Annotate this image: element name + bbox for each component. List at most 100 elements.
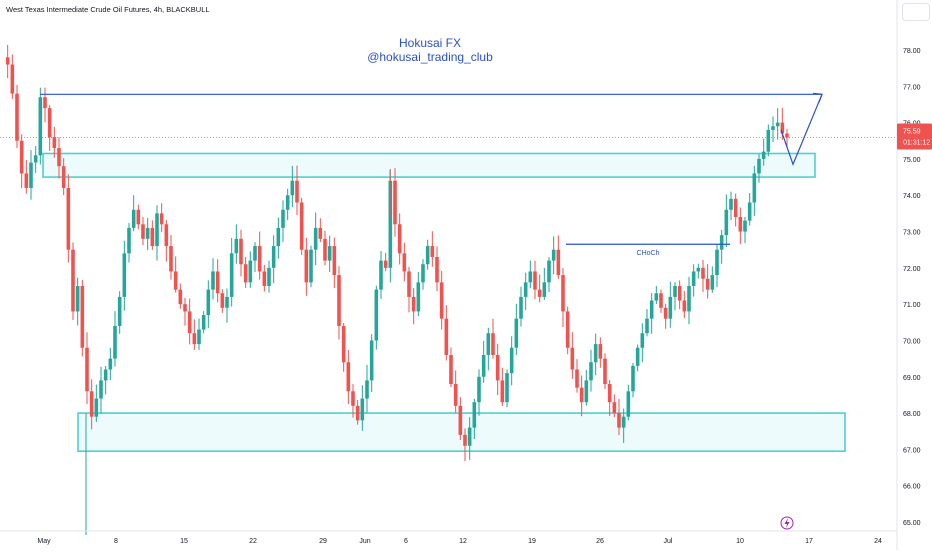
candle-body	[61, 166, 66, 188]
time-axis[interactable]: May 8 15 22 29 Jun 6 12 19 26 Jul 10 17 24	[0, 530, 897, 545]
candle-body	[374, 289, 379, 341]
price-tick-label: 67.00	[903, 447, 921, 454]
candle-body	[738, 217, 743, 232]
candle-body	[785, 133, 789, 138]
watermark-line1: Hokusai FX	[398, 36, 462, 50]
candle-body	[519, 296, 523, 319]
candle-body	[743, 220, 747, 232]
candle-body	[603, 358, 607, 385]
candle-body	[173, 271, 178, 290]
candle-body	[19, 140, 24, 174]
candle-body	[318, 227, 323, 239]
candle-body	[752, 173, 757, 203]
candle-body	[435, 256, 439, 283]
candle-body	[290, 180, 295, 196]
candle-body	[509, 347, 514, 374]
time-tick-label: 17	[805, 538, 813, 545]
candle-body	[229, 253, 234, 297]
candle-body	[183, 304, 187, 312]
candle-body	[761, 151, 766, 159]
candle-body	[24, 173, 29, 188]
chart-settings-box[interactable]	[902, 3, 930, 21]
candle-body	[724, 209, 729, 236]
candle-body	[425, 246, 430, 265]
candle-body	[780, 122, 785, 134]
candle-body	[430, 246, 435, 257]
candle-body	[612, 402, 617, 414]
candle-body	[593, 344, 598, 363]
candle-body	[239, 238, 243, 265]
time-tick-label: 29	[319, 538, 327, 545]
candle-body	[355, 405, 360, 421]
candle-body	[486, 333, 491, 355]
candle-body	[691, 271, 696, 286]
current-price-label: 75.59 01:31:12	[897, 123, 932, 150]
candle-body	[141, 224, 145, 239]
candle-body	[621, 416, 626, 428]
candle-body	[715, 249, 719, 276]
price-label-box	[897, 123, 932, 150]
candle-body	[271, 246, 276, 268]
candle-body	[747, 202, 752, 221]
candle-body	[99, 380, 103, 399]
candle-body	[75, 286, 80, 312]
candles	[5, 44, 789, 535]
candle-body	[220, 293, 225, 308]
candle-body	[85, 347, 89, 392]
time-tick-label: Jul	[664, 538, 673, 545]
candle-body	[197, 329, 201, 345]
candle-body	[626, 391, 631, 417]
candle-body	[295, 180, 299, 203]
candle-body	[570, 347, 575, 370]
candle-body	[94, 398, 99, 417]
events-icon-group[interactable]	[780, 516, 794, 530]
candle-body	[145, 227, 150, 239]
candle-body	[589, 362, 593, 381]
candle-body	[122, 253, 127, 297]
candle-body	[654, 293, 659, 301]
candle-body	[117, 296, 122, 326]
price-tick-label: 74.00	[903, 193, 921, 200]
candle-body	[421, 264, 425, 283]
time-tick-label: 26	[596, 538, 604, 545]
time-tick-label: 8	[114, 538, 118, 545]
candle-body	[449, 354, 453, 385]
candle-body	[514, 318, 519, 348]
time-tick-label: 15	[180, 538, 188, 545]
candle-body	[243, 264, 248, 283]
candle-body	[178, 289, 183, 305]
price-axis[interactable]: 65.00 66.00 67.00 68.00 69.00 70.00 71.00 72.00…	[896, 0, 921, 550]
candle-body	[598, 344, 603, 359]
candle-body	[383, 260, 388, 268]
time-tick-label: May	[37, 538, 51, 545]
price-tick-label: 75.00	[903, 157, 921, 164]
watermark-line2: @hokusai_trading_club	[367, 50, 493, 64]
candle-body	[57, 148, 61, 167]
candle-body	[584, 380, 589, 403]
candle-body	[127, 227, 131, 254]
candle-body	[701, 267, 705, 279]
candle-body	[565, 311, 570, 348]
time-tick-label: 24	[874, 538, 882, 545]
time-tick-label: 10	[736, 538, 744, 545]
candle-body	[673, 286, 677, 297]
candle-body	[766, 129, 771, 152]
price-tick-label: 69.00	[903, 375, 921, 382]
price-tick-label: 65.00	[903, 520, 921, 527]
candle-body	[136, 209, 141, 225]
candle-body	[556, 249, 561, 276]
candle-body	[108, 358, 113, 370]
candle-body	[635, 347, 640, 366]
candle-body	[402, 253, 407, 272]
candle-body	[705, 278, 710, 290]
candle-body	[304, 249, 309, 283]
candle-body	[631, 365, 635, 392]
candle-body	[645, 318, 649, 334]
price-tick-label: 73.00	[903, 230, 921, 237]
candle-body	[206, 289, 211, 316]
price-tick-label: 68.00	[903, 411, 921, 418]
candle-body	[341, 325, 346, 363]
candle-body	[663, 307, 668, 319]
